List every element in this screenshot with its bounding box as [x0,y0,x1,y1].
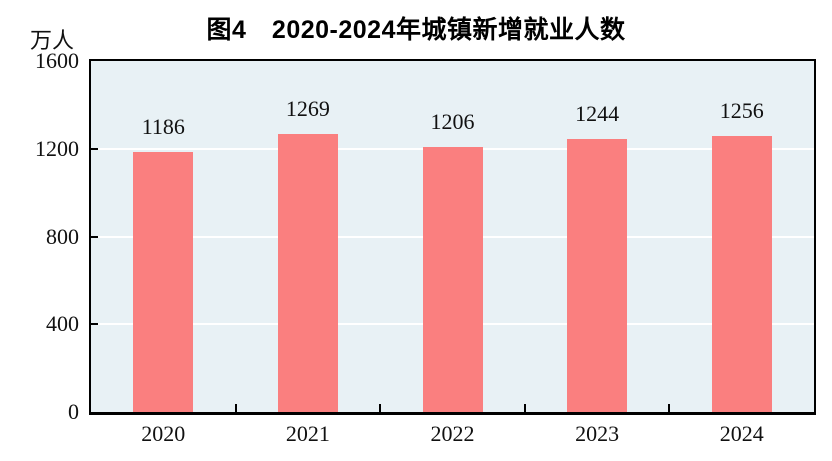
x-axis-label-2023: 2023 [575,421,620,446]
bar-2024 [711,136,772,412]
x-axis-tick-3 [523,404,526,412]
value-label-2024: 1256 [719,98,764,124]
value-label-2023: 1244 [575,101,620,127]
bar-2022 [422,147,483,412]
bar-2020 [133,151,194,412]
y-axis-unit-label: 万人 [30,28,75,53]
value-label-2021: 1269 [285,95,330,121]
bar-2023 [567,139,628,412]
x-axis-label-2024: 2024 [719,421,764,446]
y-axis-tick-800 [91,235,98,238]
value-label-2022: 1206 [430,109,475,135]
y-axis-tick-1200 [91,147,98,150]
y-axis-label-800: 800 [46,223,79,249]
y-axis-label-0: 0 [68,399,79,424]
x-axis-tick-4 [668,404,671,412]
chart-title: 图4 2020-2024年城镇新增就业人数 [206,16,626,44]
x-axis-tick-1 [234,404,237,412]
y-axis-label-1600: 1600 [35,48,79,73]
x-axis-label-2021: 2021 [285,421,330,446]
x-axis-tick-2 [379,404,382,412]
y-axis-label-1200: 1200 [35,135,79,161]
value-label-2020: 1186 [141,113,185,139]
x-axis-label-2020: 2020 [141,421,186,446]
y-axis-tick-400 [91,323,98,326]
y-axis-label-400: 400 [46,311,79,337]
x-axis-label-2022: 2022 [430,421,475,446]
bar-2021 [277,133,338,412]
plot-area: 1186 1269 1206 1244 1256 [89,59,816,415]
